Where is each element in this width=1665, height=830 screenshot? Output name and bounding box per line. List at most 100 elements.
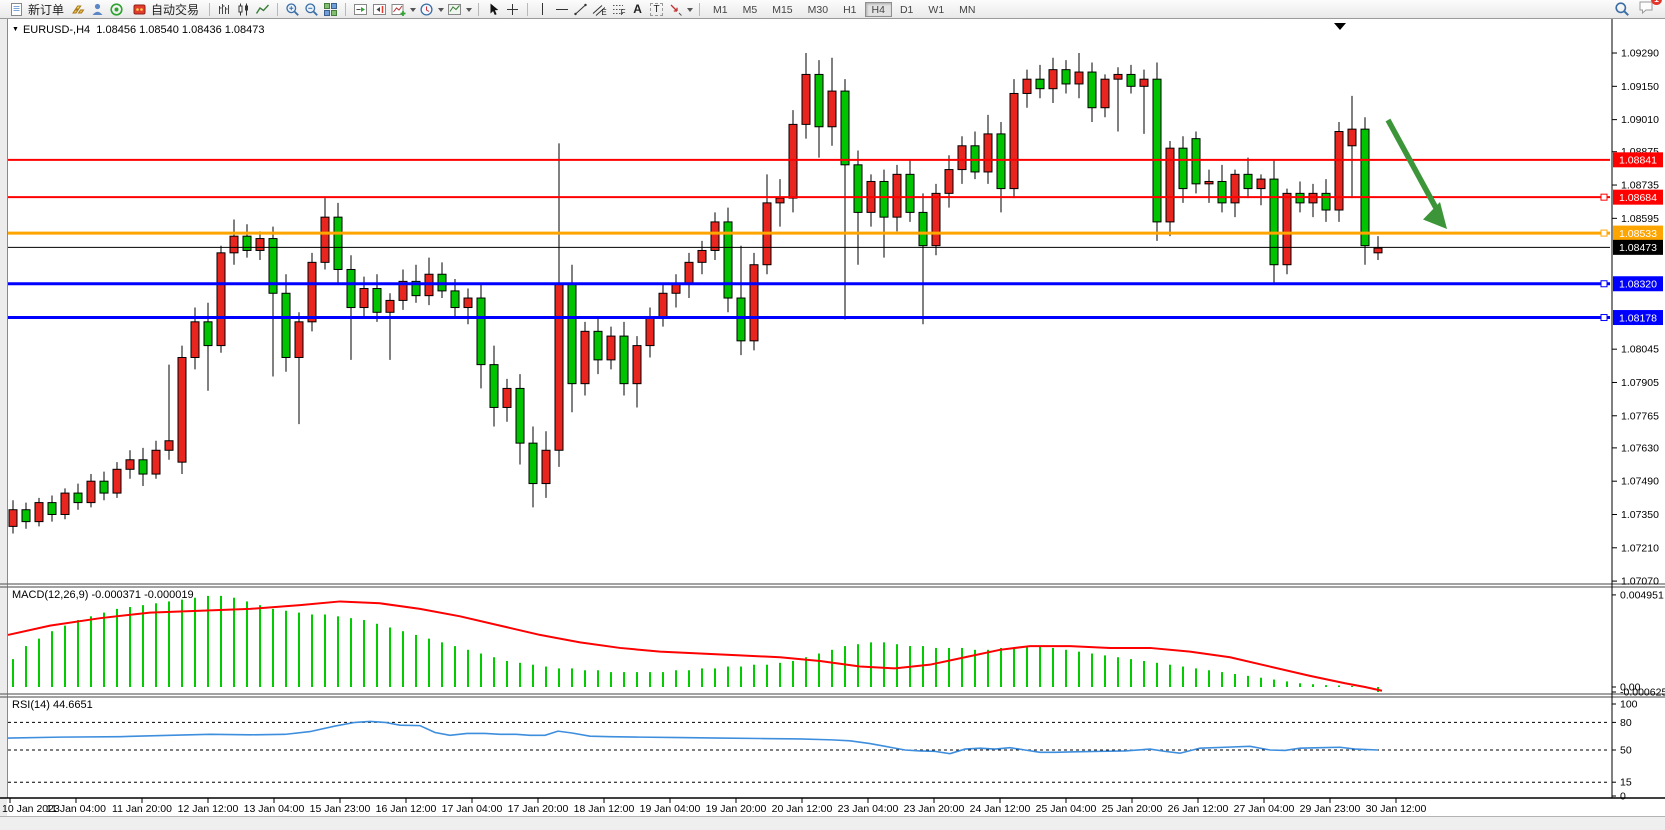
horizontal-line-icon[interactable] [553, 1, 570, 18]
svg-text:1.07070: 1.07070 [1621, 576, 1659, 588]
svg-text:1.07765: 1.07765 [1621, 410, 1659, 422]
svg-text:11 Jan 04:00: 11 Jan 04:00 [46, 803, 106, 815]
chart-symbol-period: EURUSD-,H4 [22, 24, 91, 36]
cursor-icon[interactable] [485, 1, 502, 18]
svg-text:1.09150: 1.09150 [1621, 81, 1659, 93]
chat-badge: 1 [1651, 0, 1662, 5]
indicators-icon[interactable] [390, 1, 407, 18]
svg-text:25 Jan 04:00: 25 Jan 04:00 [1036, 803, 1097, 815]
timeframe-m5[interactable]: M5 [736, 2, 765, 17]
fibo-sub-glyph: F [620, 8, 626, 17]
svg-text:0.00: 0.00 [1620, 682, 1641, 694]
macd-values: -0.000371 -0.000019 [91, 589, 194, 601]
timeframe-h1[interactable]: H1 [836, 2, 863, 17]
timeframe-mn[interactable]: MN [952, 2, 982, 17]
periods-dropdown-caret[interactable] [438, 7, 445, 15]
gold-icon[interactable] [70, 1, 87, 18]
price-tag: 1.08473 [1613, 239, 1663, 255]
trendline-icon[interactable] [572, 1, 589, 18]
crosshair-icon[interactable] [504, 1, 521, 18]
zoom-out-icon[interactable] [303, 1, 320, 18]
svg-text:15 Jan 23:00: 15 Jan 23:00 [310, 803, 371, 815]
chart-ohlc-values: 1.08456 1.08540 1.08436 1.08473 [96, 24, 265, 36]
chat-icon[interactable]: 1 [1638, 0, 1662, 20]
label-tool-icon[interactable]: T [648, 1, 665, 18]
timeframe-m1[interactable]: M1 [706, 2, 735, 17]
signals-icon[interactable] [108, 1, 125, 18]
rsi-panel [7, 720, 1610, 783]
price-tag: 1.08178 [1613, 310, 1663, 326]
fibonacci-icon[interactable]: F [610, 1, 627, 18]
hline-1.08533[interactable] [8, 229, 1610, 237]
vertical-line-icon[interactable] [534, 1, 551, 18]
svg-text:1.07350: 1.07350 [1621, 509, 1659, 521]
new-order-button[interactable]: 新订单 [4, 1, 68, 18]
price-tag: 1.08841 [1613, 152, 1663, 168]
svg-text:17 Jan 04:00: 17 Jan 04:00 [442, 803, 503, 815]
arrows-dropdown-caret[interactable] [687, 7, 694, 15]
svg-text:1.07630: 1.07630 [1621, 442, 1659, 454]
svg-text:24 Jan 12:00: 24 Jan 12:00 [970, 803, 1031, 815]
zoom-in-icon[interactable] [284, 1, 301, 18]
svg-text:12 Jan 12:00: 12 Jan 12:00 [178, 803, 239, 815]
channel-sub-glyph: E [601, 8, 607, 17]
svg-text:1.08473: 1.08473 [1619, 242, 1657, 254]
price-tag: 1.08320 [1613, 276, 1663, 292]
community-icon[interactable] [89, 1, 106, 18]
line-chart-icon[interactable] [254, 1, 271, 18]
auto-scroll-icon[interactable] [352, 1, 369, 18]
text-tool-icon[interactable]: A [633, 2, 642, 16]
svg-text:25 Jan 20:00: 25 Jan 20:00 [1102, 803, 1163, 815]
arrows-tool-icon[interactable] [667, 1, 684, 18]
autotrade-icon [131, 1, 148, 18]
templates-dropdown-caret[interactable] [466, 7, 473, 15]
shift-marker-icon[interactable] [1334, 23, 1346, 30]
svg-text:1.09010: 1.09010 [1621, 114, 1659, 126]
svg-text:29 Jan 23:00: 29 Jan 23:00 [1300, 803, 1361, 815]
collapse-triangle-icon[interactable]: ▼ [12, 26, 19, 33]
periods-clock-icon[interactable] [418, 1, 435, 18]
svg-text:11 Jan 20:00: 11 Jan 20:00 [112, 803, 172, 815]
candles-layer [8, 53, 1383, 534]
timeframe-w1[interactable]: W1 [921, 2, 951, 17]
hline-1.08684[interactable] [8, 193, 1610, 201]
hline-1.08178[interactable] [8, 314, 1610, 322]
timeframe-m30[interactable]: M30 [801, 2, 835, 17]
timeframe-h4[interactable]: H4 [864, 1, 892, 17]
bar-chart-icon[interactable] [216, 1, 233, 18]
macd-label: MACD(12,26,9) -0.000371 -0.000019 [12, 589, 194, 601]
indicators-dropdown-caret[interactable] [410, 7, 417, 15]
svg-text:80: 80 [1620, 717, 1632, 729]
trend-arrow[interactable] [1385, 118, 1447, 229]
templates-icon[interactable] [446, 1, 463, 18]
rsi-label: RSI(14) 44.6651 [12, 699, 93, 711]
toolbar: 新订单 自动交易 [0, 0, 1665, 19]
rsi-value: 44.6651 [52, 699, 93, 711]
price-axis: 1.092901.091501.090101.088751.087351.085… [1612, 48, 1665, 803]
svg-text:1.07905: 1.07905 [1621, 377, 1659, 389]
svg-text:27 Jan 04:00: 27 Jan 04:00 [1234, 803, 1295, 815]
macd-signal-line [7, 600, 1383, 692]
chart-shift-icon[interactable] [371, 1, 388, 18]
equidistant-channel-icon[interactable]: E [591, 1, 608, 18]
timeframe-d1[interactable]: D1 [893, 2, 920, 17]
search-icon[interactable] [1613, 1, 1630, 18]
svg-text:23 Jan 04:00: 23 Jan 04:00 [838, 803, 899, 815]
svg-text:15: 15 [1620, 777, 1632, 789]
svg-text:1.08045: 1.08045 [1621, 344, 1659, 356]
svg-text:1.08841: 1.08841 [1619, 155, 1657, 167]
chart-header[interactable]: ▼ EURUSD-,H4 1.08456 1.08540 1.08436 1.08… [12, 24, 265, 36]
svg-text:1.08684: 1.08684 [1619, 192, 1657, 204]
tile-windows-icon[interactable] [322, 1, 339, 18]
autotrade-button[interactable]: 自动交易 [127, 1, 203, 18]
hline-1.08320[interactable] [8, 280, 1610, 288]
svg-text:19 Jan 04:00: 19 Jan 04:00 [640, 803, 701, 815]
price-tag: 1.08533 [1613, 225, 1663, 241]
timeframe-group: M1 M5 M15 M30 H1 H4 D1 W1 MN [706, 1, 982, 17]
svg-text:30 Jan 12:00: 30 Jan 12:00 [1366, 803, 1427, 815]
candlestick-icon[interactable] [235, 1, 252, 18]
timeframe-m15[interactable]: M15 [765, 2, 799, 17]
